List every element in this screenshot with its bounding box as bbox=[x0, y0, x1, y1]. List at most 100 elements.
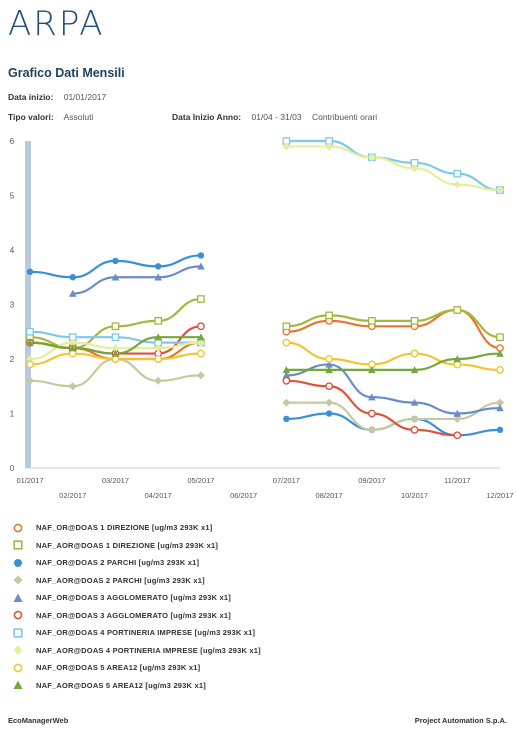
data-point bbox=[496, 186, 504, 195]
arpa-logo: ARPA bbox=[8, 4, 105, 44]
data-inizio-value: 01/01/2017 bbox=[63, 92, 107, 102]
legend-item[interactable]: NAF_OR@DOAS 5 AREA12 [ug/m3 293K x1] bbox=[12, 659, 512, 677]
x-tick-label: 11/2017 bbox=[444, 476, 471, 485]
legend-label: NAF_OR@DOAS 2 PARCHI [ug/m3 293K x1] bbox=[36, 558, 200, 568]
legend-marker-icon bbox=[13, 540, 23, 550]
contributi-label: Contribuenti orari bbox=[311, 112, 378, 122]
data-point bbox=[410, 366, 419, 374]
data-point bbox=[154, 333, 162, 341]
legend-item[interactable]: NAF_OR@DOAS 4 PORTINERIA IMPRESE [ug/m3 … bbox=[12, 624, 512, 642]
series-line bbox=[286, 139, 501, 192]
data-point bbox=[26, 327, 34, 336]
data-point bbox=[154, 273, 162, 281]
legend-marker-shape bbox=[14, 558, 22, 567]
legend-label: NAF_OR@DOAS 5 AREA12 [ug/m3 293K x1] bbox=[36, 663, 201, 673]
legend-marker-shape bbox=[13, 680, 23, 690]
data-point bbox=[325, 355, 333, 363]
legend-marker-shape bbox=[13, 523, 23, 533]
legend-marker-icon bbox=[14, 558, 22, 567]
legend-label: NAF_AOR@DOAS 4 PORTINERIA IMPRESE [ug/m3… bbox=[36, 645, 261, 655]
data-point bbox=[325, 360, 333, 368]
data-point bbox=[325, 142, 334, 151]
legend-marker-shape bbox=[13, 628, 23, 638]
data-point bbox=[68, 349, 77, 358]
legend-item[interactable]: NAF_OR@DOAS 2 PARCHI [ug/m3 293K x1] bbox=[12, 554, 512, 572]
legend-item[interactable]: NAF_OR@DOAS 1 DIREZIONE [ug/m3 293K x1] bbox=[12, 519, 512, 537]
data-point bbox=[69, 274, 76, 281]
x-tick-label: 12/2017 bbox=[486, 491, 513, 500]
data-point bbox=[282, 322, 291, 331]
legend-label: NAF_AOR@DOAS 1 DIREZIONE [ug/m3 293K x1] bbox=[36, 540, 219, 550]
data-point bbox=[282, 366, 291, 374]
legend-label: NAF_AOR@DOAS 5 AREA12 [ug/m3 293K x1] bbox=[36, 680, 206, 690]
y-tick-label: 2 bbox=[10, 355, 15, 364]
data-point bbox=[453, 355, 462, 363]
legend-item[interactable]: NAF_AOR@DOAS 4 PORTINERIA IMPRESE [ug/m3… bbox=[12, 642, 512, 660]
data-point bbox=[111, 344, 120, 353]
series-line bbox=[286, 341, 501, 371]
data-point bbox=[197, 262, 205, 270]
legend-label: NAF_AOR@DOAS 2 PARCHI [ug/m3 293K x1] bbox=[36, 575, 205, 585]
data-point bbox=[282, 398, 291, 407]
x-tick-label: 01/2017 bbox=[16, 476, 43, 485]
data-point bbox=[26, 355, 34, 363]
data-point bbox=[367, 409, 376, 418]
data-point bbox=[453, 414, 462, 423]
legend-marker-shape bbox=[13, 645, 23, 655]
data-point bbox=[111, 333, 120, 342]
series-line bbox=[286, 145, 501, 192]
data-point bbox=[368, 366, 376, 374]
legend-item[interactable]: NAF_AOR@DOAS 1 DIREZIONE [ug/m3 293K x1] bbox=[12, 537, 512, 555]
data-point bbox=[154, 316, 163, 325]
legend-item[interactable]: NAF_AOR@DOAS 5 AREA12 [ug/m3 293K x1] bbox=[12, 677, 512, 695]
data-point bbox=[410, 164, 419, 173]
x-tick-label: 04/2017 bbox=[145, 491, 172, 500]
data-point bbox=[154, 263, 162, 270]
y-tick-label: 4 bbox=[10, 246, 15, 255]
legend-marker-shape bbox=[13, 575, 23, 585]
legend-item[interactable]: NAF_OR@DOAS 3 AGGLOMERATO [ug/m3 293K x1… bbox=[12, 607, 512, 625]
legend-marker-icon bbox=[13, 593, 23, 602]
series-line bbox=[286, 401, 501, 431]
data-point bbox=[453, 169, 462, 178]
legend-marker-shape bbox=[13, 663, 23, 673]
data-point bbox=[282, 371, 291, 379]
data-point bbox=[111, 322, 120, 331]
data-point bbox=[26, 376, 34, 385]
legend-item[interactable]: NAF_OR@DOAS 3 AGGLOMERATO [ug/m3 293K x1… bbox=[12, 589, 512, 607]
data-point bbox=[154, 355, 163, 363]
y-tick-label: 0 bbox=[10, 464, 15, 473]
data-point bbox=[325, 311, 333, 320]
data-inizio-anno-row: Data Inizio Anno: 01/04 - 31/03 Contribu… bbox=[172, 112, 385, 122]
footer-company: Project Automation S.p.A. bbox=[414, 716, 507, 725]
data-point bbox=[367, 153, 376, 162]
data-inizio-anno-label: Data Inizio Anno: bbox=[172, 112, 242, 122]
data-point bbox=[68, 338, 77, 347]
data-point bbox=[197, 349, 205, 358]
y-tick-label: 3 bbox=[10, 301, 15, 310]
data-point bbox=[325, 410, 333, 417]
footer-app-name: EcoManagerWeb bbox=[8, 716, 69, 725]
data-point bbox=[453, 409, 462, 417]
data-point bbox=[197, 295, 205, 303]
data-point bbox=[196, 371, 205, 380]
data-inizio-anno-value: 01/04 - 31/03 bbox=[251, 112, 302, 122]
data-point bbox=[282, 142, 291, 151]
data-point bbox=[410, 349, 419, 358]
data-point bbox=[453, 180, 462, 189]
y-tick-label: 5 bbox=[10, 192, 15, 201]
x-tick-label: 08/2017 bbox=[316, 491, 343, 500]
data-point bbox=[367, 316, 376, 325]
page-title: Grafico Dati Mensili bbox=[8, 66, 125, 80]
data-point bbox=[283, 415, 290, 423]
series-line bbox=[29, 357, 201, 388]
data-point bbox=[410, 398, 419, 406]
legend-marker-shape bbox=[13, 610, 23, 620]
data-point bbox=[111, 273, 120, 281]
legend-marker-icon bbox=[13, 575, 23, 585]
data-point bbox=[368, 393, 376, 401]
data-point bbox=[282, 376, 291, 385]
legend-item[interactable]: NAF_AOR@DOAS 2 PARCHI [ug/m3 293K x1] bbox=[12, 572, 512, 590]
data-point bbox=[496, 426, 504, 434]
data-point bbox=[496, 404, 504, 412]
